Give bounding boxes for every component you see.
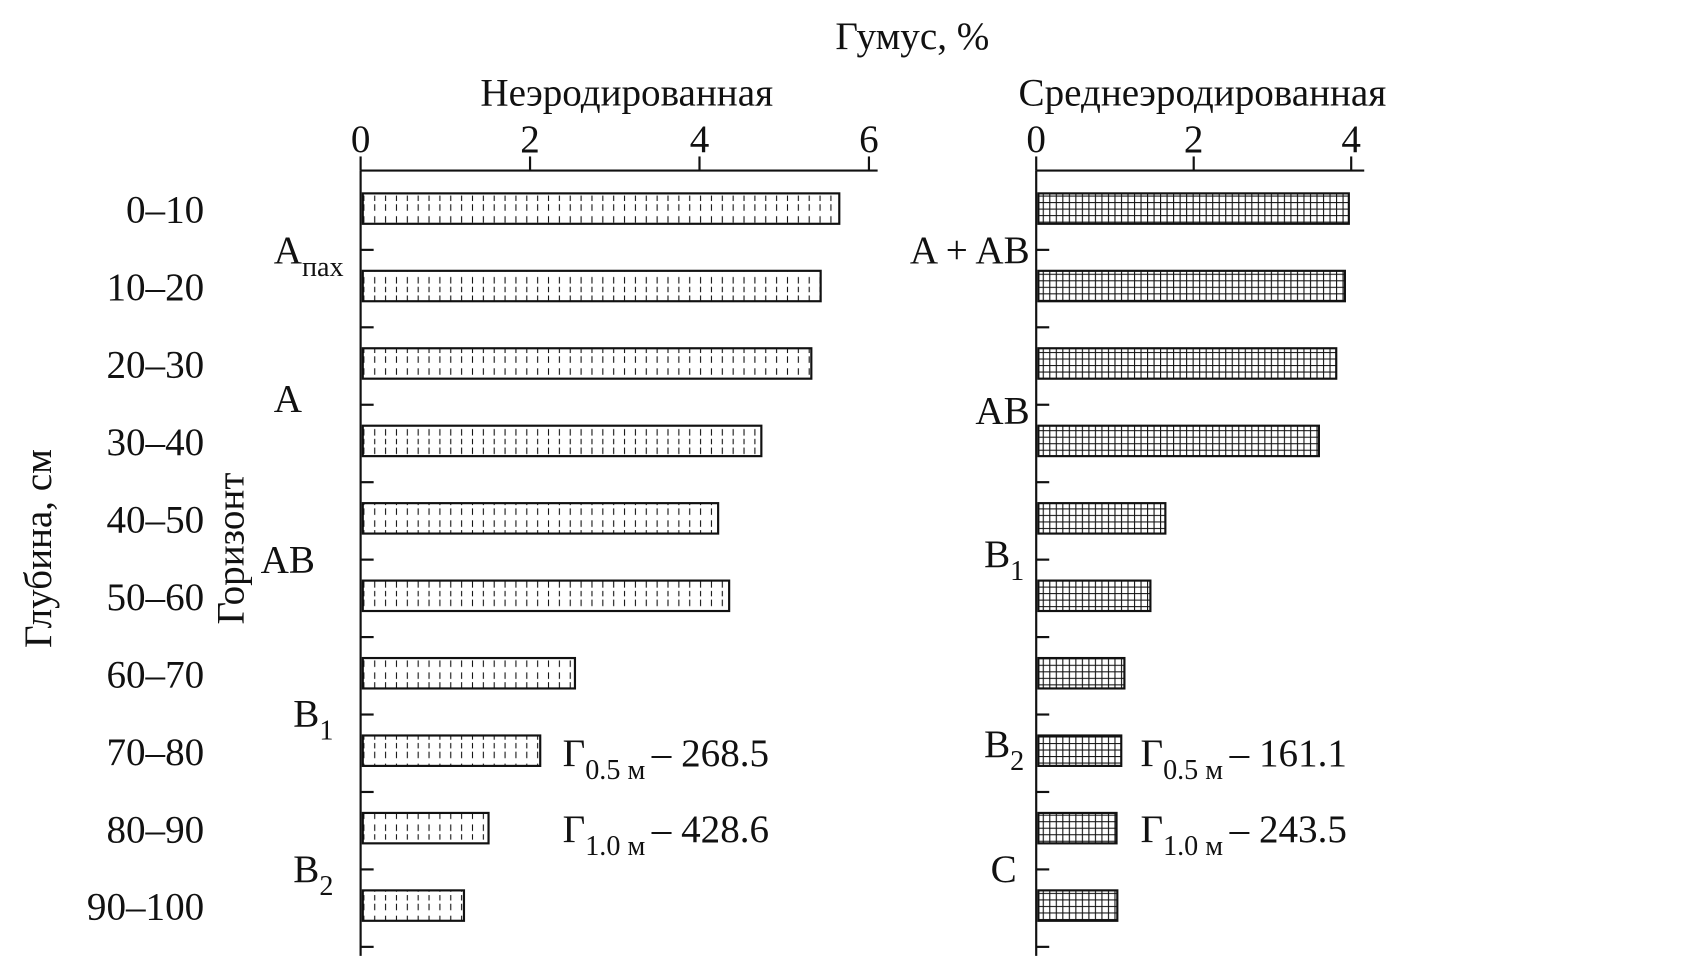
humus-stock-annotation: Г0.5 м – 161.1 (1140, 732, 1346, 786)
depth-label: 40–50 (106, 498, 204, 541)
horizon-axis-title: Горизонт (209, 473, 252, 625)
horizon-label: AB (261, 538, 315, 581)
x-tick-label: 2 (1184, 118, 1204, 161)
x-tick-label: 4 (1341, 118, 1361, 161)
x-tick-label: 2 (520, 118, 540, 161)
bar (1037, 192, 1350, 225)
bar (361, 889, 466, 922)
panel-moderately-eroded: 0 2 4 A + AB AB B1 B2 C Г0.5 м – 161.1 Г1.0 м – 243… (910, 118, 1365, 956)
horizon-label: B1 (293, 693, 333, 747)
horizon-label: B1 (984, 533, 1024, 587)
x-tick-label: 0 (1026, 118, 1046, 161)
left-panel-title: Неэродированная (480, 71, 773, 114)
depth-label: 60–70 (106, 653, 204, 696)
depth-labels: 0–10 10–20 20–30 30–40 40–50 50–60 60–70 70–80 8… (87, 189, 204, 929)
horizon-label: AB (975, 390, 1029, 433)
right-panel-title: Среднеэродированная (1019, 71, 1387, 114)
bar (361, 734, 542, 767)
bar (361, 192, 841, 225)
depth-label: 70–80 (106, 731, 204, 774)
horizon-label: A + AB (910, 229, 1030, 272)
bar (1037, 889, 1119, 922)
horizon-label: Aпах (274, 229, 344, 283)
panel-uneroded: 0 2 4 6 Aпах A AB B1 B2 Г0.5 м – 268.5 Г1.0 м – 428.… (261, 118, 879, 956)
depth-label: 50–60 (106, 576, 204, 619)
x-axis-title: Гумус, % (835, 15, 989, 58)
bar (1037, 811, 1118, 845)
horizon-label: B2 (984, 723, 1024, 777)
y-axis-title: Глубина, см (17, 449, 60, 648)
bar (1037, 347, 1338, 380)
x-tick-label: 4 (690, 118, 710, 161)
depth-label: 30–40 (106, 421, 204, 464)
depth-label: 10–20 (106, 266, 204, 309)
bar (1037, 734, 1123, 767)
humus-stock-annotation: Г1.0 м – 243.5 (1140, 808, 1346, 862)
depth-label: 80–90 (106, 808, 204, 851)
depth-label: 0–10 (126, 189, 204, 232)
horizon-label: A (274, 378, 302, 421)
humus-stock-annotation: Г1.0 м – 428.6 (563, 808, 769, 862)
horizon-label: B2 (293, 848, 333, 902)
bar (1037, 502, 1167, 535)
horizon-label: C (991, 848, 1017, 891)
depth-label: 90–100 (87, 886, 204, 929)
bar (361, 347, 813, 380)
bar (1037, 579, 1152, 613)
bar (361, 502, 720, 535)
depth-label: 20–30 (106, 344, 204, 387)
x-tick-label: 6 (859, 118, 879, 161)
humus-stock-annotation: Г0.5 м – 268.5 (563, 732, 769, 786)
bar (361, 579, 731, 613)
bar (361, 811, 490, 845)
bar (361, 656, 577, 690)
bar (1037, 269, 1346, 303)
bar (361, 424, 763, 458)
bar (1037, 656, 1126, 690)
bar (1037, 424, 1320, 458)
bar (361, 269, 822, 303)
x-tick-label: 0 (351, 118, 371, 161)
